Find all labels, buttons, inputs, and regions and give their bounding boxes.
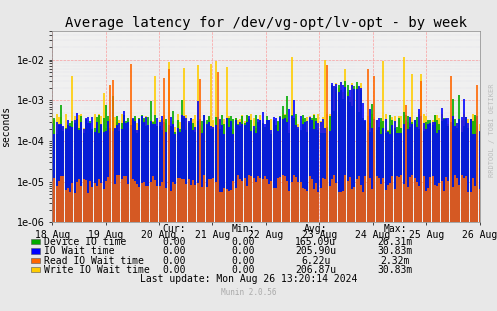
Text: Max:: Max: [383, 224, 407, 234]
Text: 0.00: 0.00 [232, 237, 255, 247]
Text: 165.09u: 165.09u [295, 237, 336, 247]
Text: 2.32m: 2.32m [380, 256, 410, 266]
Text: IO Wait time: IO Wait time [44, 246, 114, 256]
Text: 0.00: 0.00 [232, 246, 255, 256]
Text: 0.00: 0.00 [162, 237, 186, 247]
Text: 6.22u: 6.22u [301, 256, 331, 266]
Text: Munin 2.0.56: Munin 2.0.56 [221, 288, 276, 297]
Text: 30.83m: 30.83m [378, 246, 413, 256]
Title: Average latency for /dev/vg-opt/lv-opt - by week: Average latency for /dev/vg-opt/lv-opt -… [65, 16, 467, 30]
Text: Cur:: Cur: [162, 224, 186, 234]
Text: 206.87u: 206.87u [295, 265, 336, 275]
Text: Write IO Wait time: Write IO Wait time [44, 265, 150, 275]
Text: 0.00: 0.00 [162, 256, 186, 266]
Text: Min:: Min: [232, 224, 255, 234]
Text: 0.00: 0.00 [162, 265, 186, 275]
Text: 26.31m: 26.31m [378, 237, 413, 247]
Y-axis label: seconds: seconds [1, 106, 11, 147]
Text: 205.90u: 205.90u [295, 246, 336, 256]
Text: Read IO Wait time: Read IO Wait time [44, 256, 144, 266]
Text: Avg:: Avg: [304, 224, 328, 234]
Text: RRDTOOL / TOBI OETIKER: RRDTOOL / TOBI OETIKER [489, 84, 495, 177]
Text: Device IO time: Device IO time [44, 237, 126, 247]
Text: 0.00: 0.00 [232, 256, 255, 266]
Text: 30.83m: 30.83m [378, 265, 413, 275]
Text: 0.00: 0.00 [162, 246, 186, 256]
Text: Last update: Mon Aug 26 13:20:14 2024: Last update: Mon Aug 26 13:20:14 2024 [140, 274, 357, 284]
Text: 0.00: 0.00 [232, 265, 255, 275]
